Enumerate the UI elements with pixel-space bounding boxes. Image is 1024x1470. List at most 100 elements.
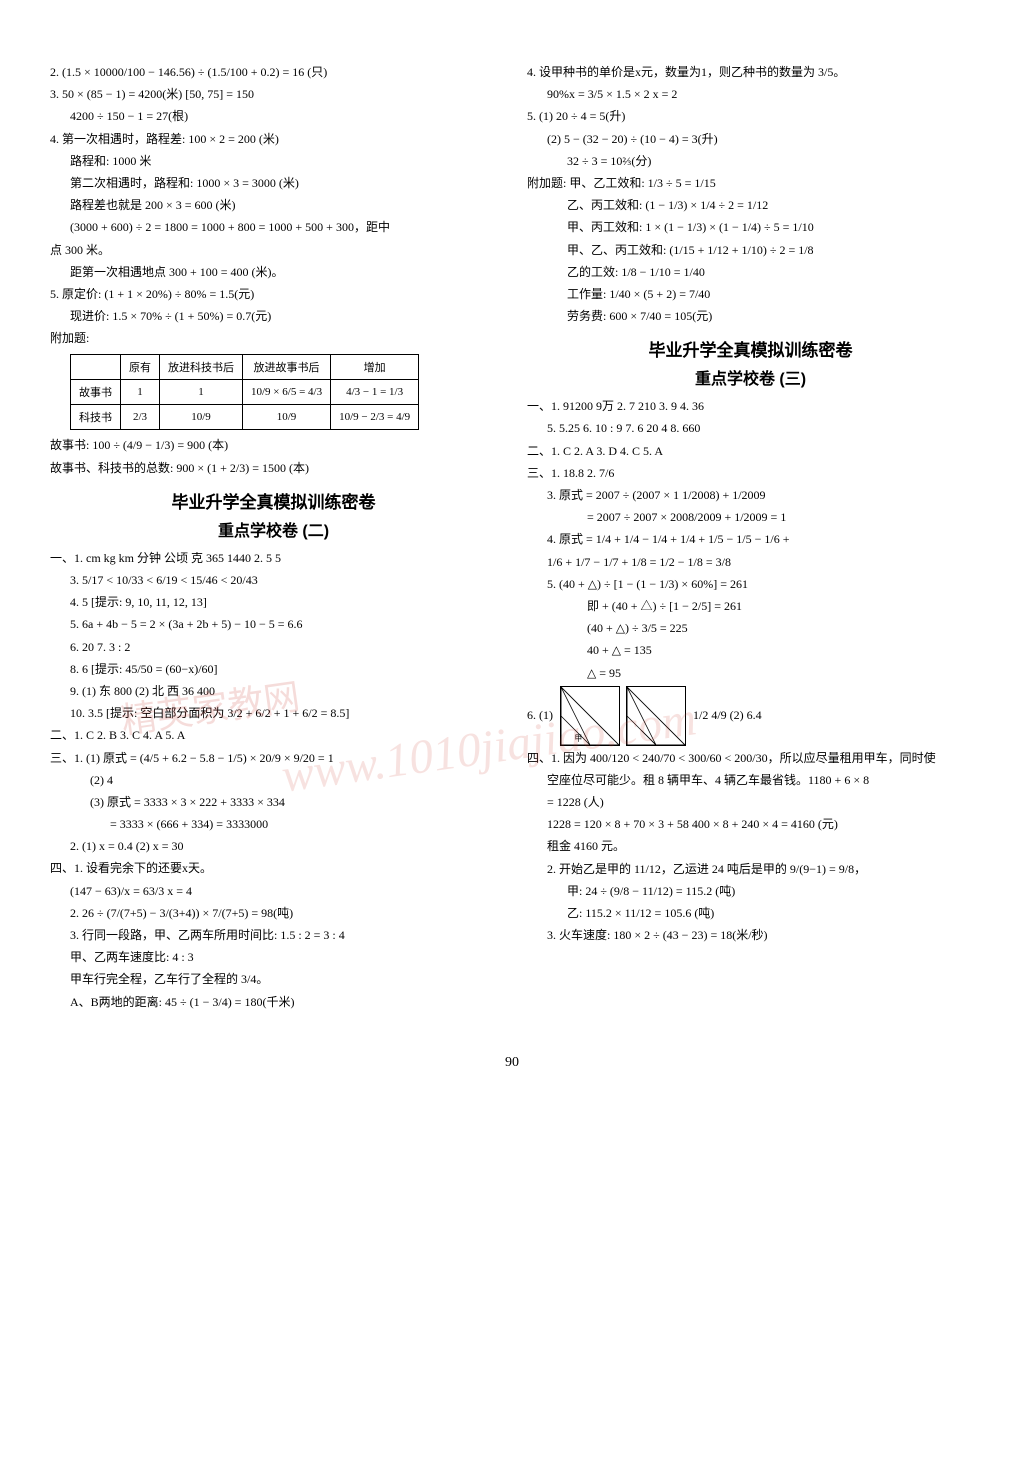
text: 90%x = 3/5 × 1.5 × 2 x = 2 xyxy=(527,85,974,104)
text: △ = 95 xyxy=(527,664,974,683)
td: 科技书 xyxy=(71,405,121,430)
text: A、B两地的距离: 45 ÷ (1 − 3/4) = 180(千米) xyxy=(50,993,497,1012)
text: (3) 原式 = 3333 × 3 × 222 + 3333 × 334 xyxy=(50,793,497,812)
text: (2) 4 xyxy=(50,771,497,790)
text: 5. 原定价: (1 + 1 × 20%) ÷ 80% = 1.5(元) xyxy=(50,285,497,304)
section-title: 毕业升学全真模拟训练密卷 xyxy=(50,488,497,513)
text: = 1228 (人) xyxy=(527,793,974,812)
td: 故事书 xyxy=(71,380,121,405)
text: 4. 第一次相遇时，路程差: 100 × 2 = 200 (米) xyxy=(50,130,497,149)
td: 2/3 xyxy=(121,405,160,430)
text: 2. 开始乙是甲的 11/12，乙运进 24 吨后是甲的 9/(9−1) = 9… xyxy=(527,860,974,879)
text: 二、1. C 2. A 3. D 4. C 5. A xyxy=(527,442,974,461)
text: 5. 6a + 4b − 5 = 2 × (3a + 2b + 5) − 10 … xyxy=(50,615,497,634)
text: 甲车行完全程，乙车行了全程的 3/4。 xyxy=(50,970,497,989)
text: 1228 = 120 × 8 + 70 × 3 + 58 400 × 8 + 2… xyxy=(527,815,974,834)
text: 三、1. (1) 原式 = (4/5 + 6.2 − 5.8 − 1/5) × … xyxy=(50,749,497,768)
text: = 3333 × (666 + 334) = 3333000 xyxy=(50,815,497,834)
text: 四、1. 因为 400/120 < 240/70 < 300/60 < 200/… xyxy=(527,749,974,768)
td: 10/9 xyxy=(160,405,243,430)
left-column: 2. (1.5 × 10000/100 − 146.56) ÷ (1.5/100… xyxy=(50,60,497,1015)
th: 增加 xyxy=(331,355,419,380)
text: 6. (1) xyxy=(527,707,553,721)
text: 4. 设甲种书的单价是x元，数量为1，则乙种书的数量为 3/5。 xyxy=(527,63,974,82)
text: 2. (1) x = 0.4 (2) x = 30 xyxy=(50,837,497,856)
text: (147 − 63)/x = 63/3 x = 4 xyxy=(50,882,497,901)
text: 10. 3.5 [提示: 空白部分面积为 3/2 + 6/2 + 1 + 6/2… xyxy=(50,704,497,723)
text: 甲: 24 ÷ (9/8 − 11/12) = 115.2 (吨) xyxy=(527,882,974,901)
svg-text:甲: 甲 xyxy=(575,734,583,743)
text: 路程差也就是 200 × 3 = 600 (米) xyxy=(50,196,497,215)
text: 2. (1.5 × 10000/100 − 146.56) ÷ (1.5/100… xyxy=(50,63,497,82)
page-content: 2. (1.5 × 10000/100 − 146.56) ÷ (1.5/100… xyxy=(0,0,1024,1045)
th: 放进科技书后 xyxy=(160,355,243,380)
text: 乙的工效: 1/8 − 1/10 = 1/40 xyxy=(527,263,974,282)
text: 一、1. cm kg km 分钟 公顷 克 365 1440 2. 5 5 xyxy=(50,549,497,568)
td: 10/9 − 2/3 = 4/9 xyxy=(331,405,419,430)
text: 乙: 115.2 × 11/12 = 105.6 (吨) xyxy=(527,904,974,923)
text: 路程和: 1000 米 xyxy=(50,152,497,171)
text: 5. 5.25 6. 10 : 9 7. 6 20 4 8. 660 xyxy=(527,419,974,438)
th: 放进故事书后 xyxy=(243,355,331,380)
text: 工作量: 1/40 × (5 + 2) = 7/40 xyxy=(527,285,974,304)
section-title: 毕业升学全真模拟训练密卷 xyxy=(527,336,974,361)
text: 劳务费: 600 × 7/40 = 105(元) xyxy=(527,307,974,326)
triangle-1: 甲 xyxy=(560,686,620,746)
text: 1/2 4/9 (2) 6.4 xyxy=(693,707,762,721)
text: 乙、丙工效和: (1 − 1/3) × 1/4 ÷ 2 = 1/12 xyxy=(527,196,974,215)
text: 4200 ÷ 150 − 1 = 27(根) xyxy=(50,107,497,126)
text: 3. 5/17 < 10/33 < 6/19 < 15/46 < 20/43 xyxy=(50,571,497,590)
td: 10/9 × 6/5 = 4/3 xyxy=(243,380,331,405)
text: 租金 4160 元。 xyxy=(527,837,974,856)
text: 即 + (40 + △) ÷ [1 − 2/5] = 261 xyxy=(527,597,974,616)
text: 9. (1) 东 800 (2) 北 西 36 400 xyxy=(50,682,497,701)
text: 3. 50 × (85 − 1) = 4200(米) [50, 75] = 15… xyxy=(50,85,497,104)
text: 附加题: xyxy=(50,329,497,348)
text: 甲、乙、丙工效和: (1/15 + 1/12 + 1/10) ÷ 2 = 1/8 xyxy=(527,241,974,260)
text: 2. 26 ÷ (7/(7+5) − 3/(3+4)) × 7/(7+5) = … xyxy=(50,904,497,923)
th xyxy=(71,355,121,380)
text: 3. 火车速度: 180 × 2 ÷ (43 − 23) = 18(米/秒) xyxy=(527,926,974,945)
text: 第二次相遇时，路程和: 1000 × 3 = 3000 (米) xyxy=(50,174,497,193)
text: (3000 + 600) ÷ 2 = 1800 = 1000 + 800 = 1… xyxy=(50,218,497,237)
triangle-diagrams: 甲 xyxy=(560,686,686,746)
text: 5. (40 + △) ÷ [1 − (1 − 1/3) × 60%] = 26… xyxy=(527,575,974,594)
td: 1 xyxy=(121,380,160,405)
text: (2) 5 − (32 − 20) ÷ (10 − 4) = 3(升) xyxy=(527,130,974,149)
text: 附加题: 甲、乙工效和: 1/3 ÷ 5 = 1/15 xyxy=(527,174,974,193)
data-table: 原有 放进科技书后 放进故事书后 增加 故事书 1 1 10/9 × 6/5 =… xyxy=(70,354,419,430)
text: 3. 行同一段路，甲、乙两车所用时间比: 1.5 : 2 = 3 : 4 xyxy=(50,926,497,945)
td: 10/9 xyxy=(243,405,331,430)
section-subtitle: 重点学校卷 (二) xyxy=(50,517,497,541)
text: (40 + △) ÷ 3/5 = 225 xyxy=(527,619,974,638)
page-number: 90 xyxy=(0,1055,1024,1071)
text: 一、1. 91200 9万 2. 7 210 3. 9 4. 36 xyxy=(527,397,974,416)
text: 32 ÷ 3 = 10⅔(分) xyxy=(527,152,974,171)
th: 原有 xyxy=(121,355,160,380)
text: 故事书: 100 ÷ (4/9 − 1/3) = 900 (本) xyxy=(50,436,497,455)
text: 距第一次相遇地点 300 + 100 = 400 (米)。 xyxy=(50,263,497,282)
text: 5. (1) 20 ÷ 4 = 5(升) xyxy=(527,107,974,126)
text: 40 + △ = 135 xyxy=(527,641,974,660)
text: 点 300 米。 xyxy=(50,241,497,260)
section-subtitle: 重点学校卷 (三) xyxy=(527,365,974,389)
text: 6. 20 7. 3 : 2 xyxy=(50,638,497,657)
text: 1/6 + 1/7 − 1/7 + 1/8 = 1/2 − 1/8 = 3/8 xyxy=(527,553,974,572)
triangle-2 xyxy=(626,686,686,746)
td: 1 xyxy=(160,380,243,405)
text: 现进价: 1.5 × 70% ÷ (1 + 50%) = 0.7(元) xyxy=(50,307,497,326)
text: 3. 原式 = 2007 ÷ (2007 × 1 1/2008) + 1/200… xyxy=(527,486,974,505)
right-column: 4. 设甲种书的单价是x元，数量为1，则乙种书的数量为 3/5。 90%x = … xyxy=(527,60,974,1015)
text: 8. 6 [提示: 45/50 = (60−x)/60] xyxy=(50,660,497,679)
text: 二、1. C 2. B 3. C 4. A 5. A xyxy=(50,726,497,745)
text: 甲、乙两车速度比: 4 : 3 xyxy=(50,948,497,967)
text: 甲、丙工效和: 1 × (1 − 1/3) × (1 − 1/4) ÷ 5 = … xyxy=(527,218,974,237)
text: 三、1. 18.8 2. 7/6 xyxy=(527,464,974,483)
text: 4. 原式 = 1/4 + 1/4 − 1/4 + 1/4 + 1/5 − 1/… xyxy=(527,530,974,549)
text: 4. 5 [提示: 9, 10, 11, 12, 13] xyxy=(50,593,497,612)
text: 故事书、科技书的总数: 900 × (1 + 2/3) = 1500 (本) xyxy=(50,459,497,478)
triangle-row: 6. (1) 甲 1/2 4/9 (2) 6.4 xyxy=(527,686,974,746)
td: 4/3 − 1 = 1/3 xyxy=(331,380,419,405)
text: 四、1. 设看完余下的还要x天。 xyxy=(50,859,497,878)
text: 空座位尽可能少。租 8 辆甲车、4 辆乙车最省钱。1180 + 6 × 8 xyxy=(527,771,974,790)
